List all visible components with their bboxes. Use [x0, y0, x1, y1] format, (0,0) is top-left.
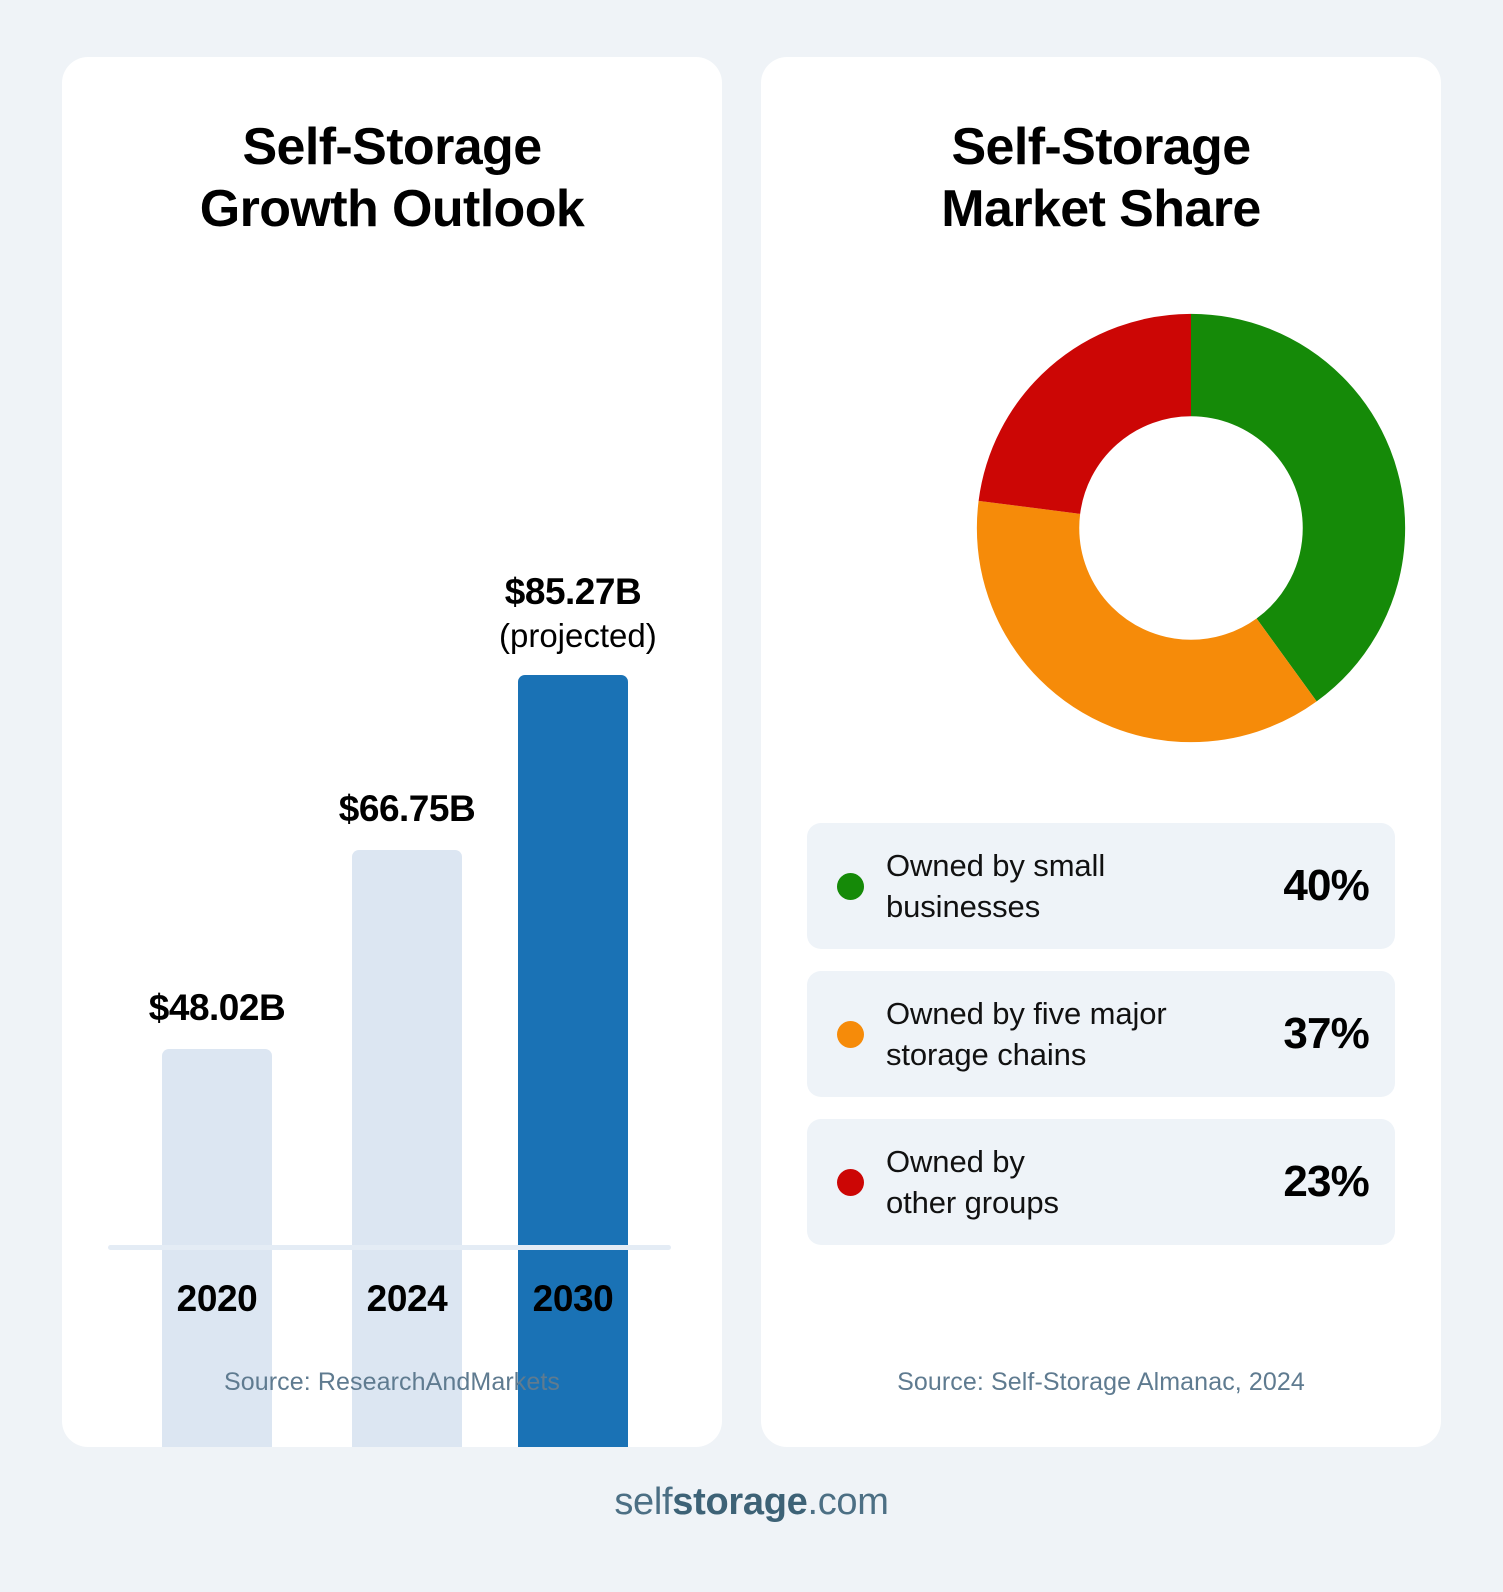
market-share-card: Self-Storage Market Share Ow [761, 57, 1441, 1447]
market-share-legend: Owned by small businesses 40% Owned by f… [807, 823, 1395, 1245]
logo-part-com: .com [807, 1481, 889, 1523]
footer: selfstorage.com [0, 1481, 1503, 1524]
legend-percent-major-chains: 37% [1283, 1009, 1369, 1058]
logo-part-self: self [614, 1481, 673, 1523]
legend-label-major-chains: Owned by five major storage chains [886, 993, 1245, 1075]
legend-percent-small-businesses: 40% [1283, 861, 1369, 910]
legend-label-small-businesses: Owned by small businesses [886, 845, 1245, 927]
legend-label-other-groups: Owned by other groups [886, 1141, 1245, 1223]
legend-label-line1: Owned by small [886, 847, 1106, 883]
bar-label-2020: 2020 [176, 1278, 258, 1319]
legend-dot-green-icon [837, 872, 864, 900]
legend-row-small-businesses[interactable]: Owned by small businesses 40% [807, 823, 1395, 949]
growth-outlook-source: Source: ResearchAndMarkets [223, 1368, 561, 1396]
legend-label-line2: businesses [886, 889, 1041, 924]
market-share-title-line2: Market Share [941, 179, 1261, 238]
bar-value-2030-note: (projected) [499, 617, 657, 654]
growth-outlook-title-line1: Self-Storage [242, 118, 542, 176]
legend-dot-red-icon [837, 1168, 864, 1196]
growth-outlook-title-line2: Growth Outlook [199, 179, 585, 238]
bar-value-2024: $66.75B [338, 788, 476, 829]
bar-value-2020: $48.02B [148, 987, 286, 1028]
growth-outlook-card: Self-Storage Growth Outlook $85.27B (pro… [62, 57, 722, 1447]
bar-value-2030-amount: $85.27B [504, 571, 642, 612]
bar-value-2030: $85.27B (projected) [499, 571, 657, 655]
legend-label-line1: Owned by [886, 1143, 1025, 1179]
growth-outlook-title: Self-Storage Growth Outlook [62, 57, 722, 241]
donut-svg [976, 313, 1406, 743]
market-share-title: Self-Storage Market Share [761, 57, 1441, 241]
bar-2024 [352, 850, 462, 1447]
donut-segment-major-chains [976, 313, 1406, 743]
market-share-donut-chart [976, 313, 1406, 743]
legend-row-major-chains[interactable]: Owned by five major storage chains 37% [807, 971, 1395, 1097]
logo-part-storage: storage [672, 1481, 808, 1523]
bar-chart-axis-line [108, 1245, 671, 1250]
growth-bar-chart: $85.27B (projected) $66.75B $48.02B 2020… [62, 57, 722, 1447]
market-share-title-line1: Self-Storage [951, 118, 1251, 176]
legend-percent-other-groups: 23% [1283, 1157, 1369, 1206]
donut-segment-other-groups [976, 313, 1406, 743]
market-share-source: Source: Self-Storage Almanac, 2024 [897, 1368, 1305, 1396]
selfstorage-logo[interactable]: selfstorage.com [614, 1481, 889, 1524]
bar-label-2024: 2024 [366, 1278, 448, 1319]
cards-container: Self-Storage Growth Outlook $85.27B (pro… [62, 57, 1441, 1447]
bar-label-2030: 2030 [532, 1278, 614, 1319]
legend-label-line2: storage chains [886, 1037, 1087, 1072]
bar-2030 [518, 675, 628, 1447]
legend-label-line1: Owned by five major [886, 995, 1167, 1031]
legend-label-line2: other groups [886, 1185, 1059, 1220]
legend-dot-orange-icon [837, 1020, 864, 1048]
legend-row-other-groups[interactable]: Owned by other groups 23% [807, 1119, 1395, 1245]
